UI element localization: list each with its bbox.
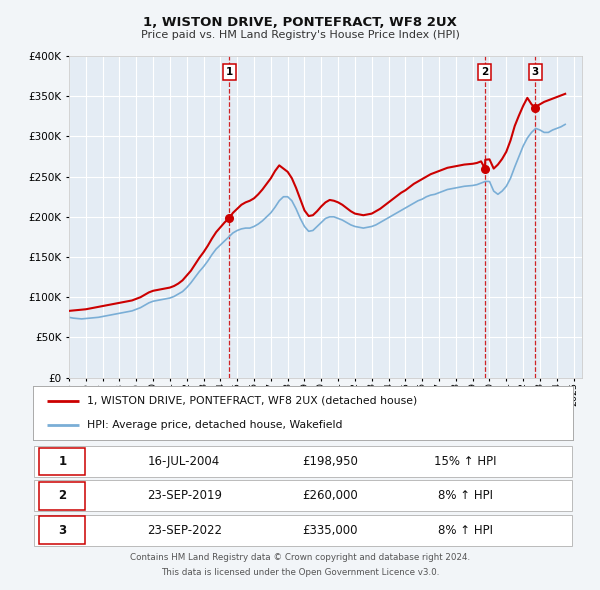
Bar [40, 516, 85, 544]
Bar [40, 448, 85, 476]
Text: Price paid vs. HM Land Registry's House Price Index (HPI): Price paid vs. HM Land Registry's House … [140, 30, 460, 40]
Text: £198,950: £198,950 [302, 455, 358, 468]
Bar [34, 446, 572, 477]
Text: 1, WISTON DRIVE, PONTEFRACT, WF8 2UX: 1, WISTON DRIVE, PONTEFRACT, WF8 2UX [143, 16, 457, 29]
Text: 8% ↑ HPI: 8% ↑ HPI [437, 524, 493, 537]
Text: 1: 1 [58, 455, 67, 468]
Text: 3: 3 [532, 67, 539, 77]
Text: 16-JUL-2004: 16-JUL-2004 [148, 455, 220, 468]
Text: 8% ↑ HPI: 8% ↑ HPI [437, 489, 493, 503]
Text: 2: 2 [481, 67, 488, 77]
Text: 23-SEP-2019: 23-SEP-2019 [147, 489, 222, 503]
Bar [40, 482, 85, 510]
Text: £335,000: £335,000 [302, 524, 358, 537]
Bar [34, 514, 572, 546]
Text: 1, WISTON DRIVE, PONTEFRACT, WF8 2UX (detached house): 1, WISTON DRIVE, PONTEFRACT, WF8 2UX (de… [87, 396, 417, 406]
Text: 2: 2 [58, 489, 67, 503]
Bar [34, 480, 572, 512]
Text: 3: 3 [58, 524, 67, 537]
Text: 23-SEP-2022: 23-SEP-2022 [147, 524, 222, 537]
Text: 1: 1 [226, 67, 233, 77]
Text: HPI: Average price, detached house, Wakefield: HPI: Average price, detached house, Wake… [87, 420, 343, 430]
Text: 15% ↑ HPI: 15% ↑ HPI [434, 455, 496, 468]
Text: £260,000: £260,000 [302, 489, 358, 503]
Text: Contains HM Land Registry data © Crown copyright and database right 2024.: Contains HM Land Registry data © Crown c… [130, 553, 470, 562]
Text: This data is licensed under the Open Government Licence v3.0.: This data is licensed under the Open Gov… [161, 568, 439, 576]
